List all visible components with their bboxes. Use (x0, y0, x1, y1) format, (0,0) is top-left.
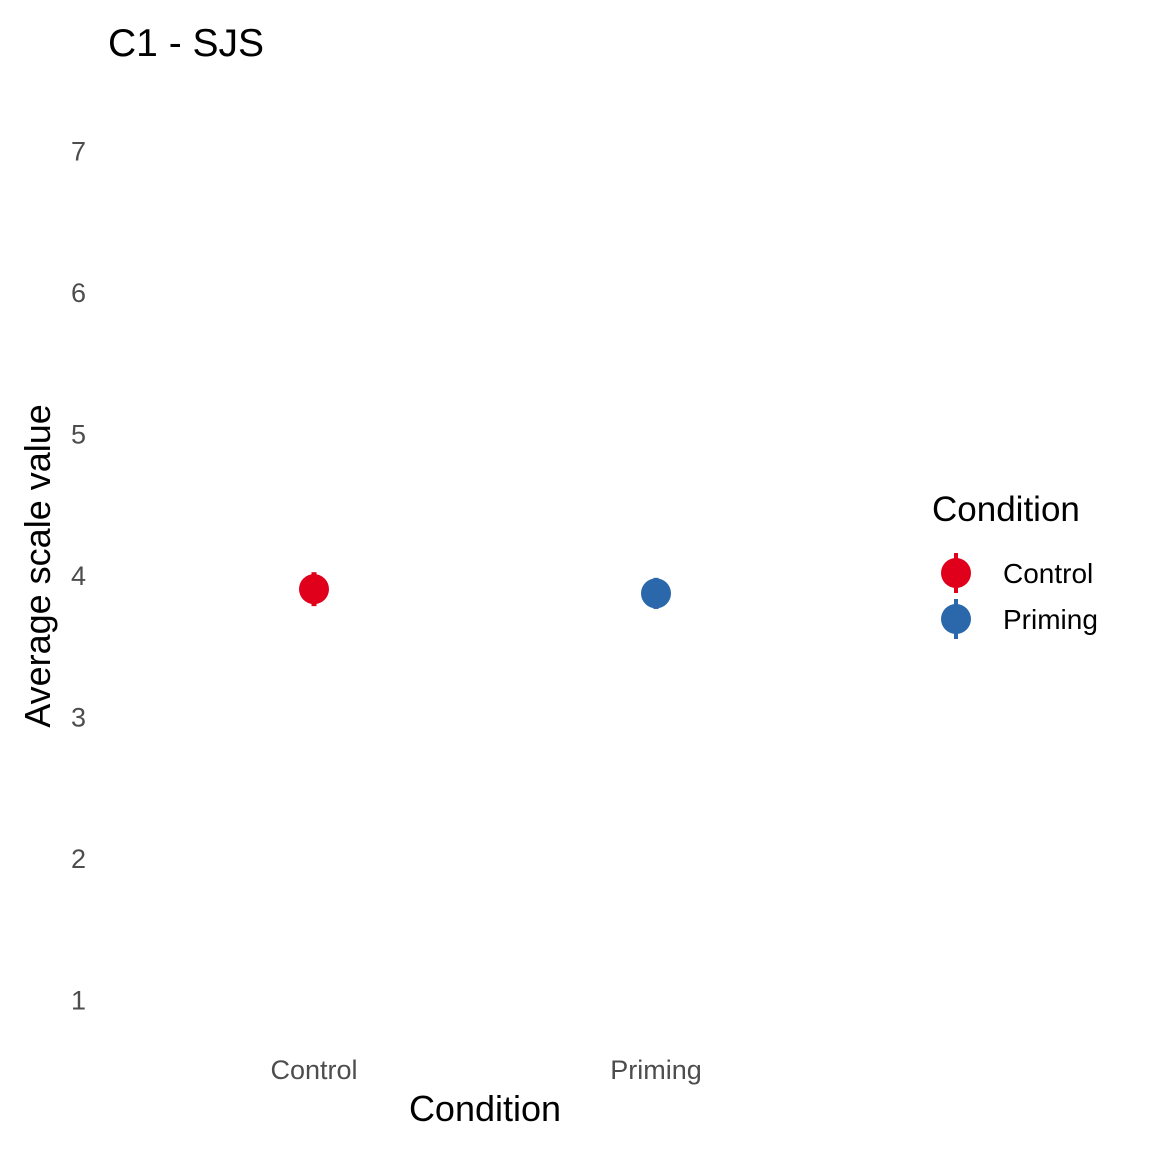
legend: Condition Control Priming (932, 490, 1098, 639)
x-tick-label: Priming (610, 1055, 702, 1085)
x-axis-title: Condition (409, 1088, 561, 1129)
y-axis-title: Average scale value (17, 404, 58, 728)
y-tick-label: 6 (71, 278, 86, 308)
x-axis-ticks: Control Priming (270, 1055, 701, 1085)
y-axis-ticks: 1 2 3 4 5 6 7 (71, 136, 86, 1015)
chart-title: C1 - SJS (108, 22, 264, 65)
y-tick-label: 4 (71, 561, 86, 591)
x-tick-label: Control (270, 1055, 357, 1085)
legend-key-priming (941, 604, 971, 634)
point-control (299, 574, 329, 605)
legend-title: Condition (932, 490, 1080, 529)
y-tick-label: 2 (71, 844, 86, 874)
y-tick-label: 1 (71, 986, 86, 1016)
data-points (299, 572, 671, 609)
y-tick-label: 5 (71, 419, 86, 449)
point-priming (641, 578, 671, 609)
legend-label-control: Control (1003, 558, 1093, 589)
y-tick-label: 7 (71, 136, 86, 166)
y-tick-label: 3 (71, 703, 86, 733)
legend-label-priming: Priming (1003, 604, 1098, 635)
legend-key-control (941, 558, 971, 588)
